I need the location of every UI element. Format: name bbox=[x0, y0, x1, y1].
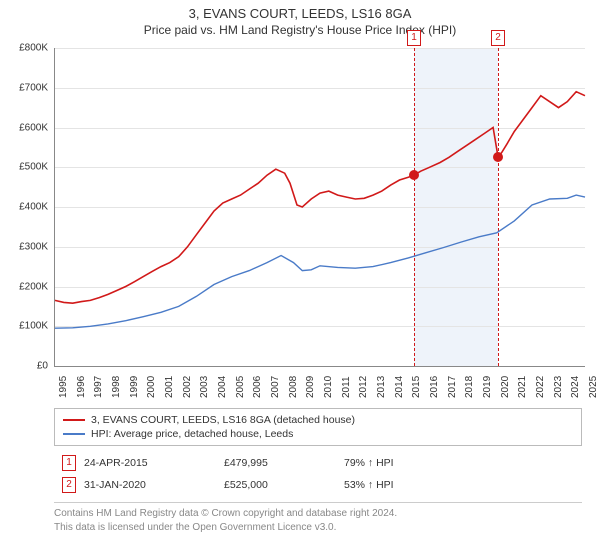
x-tick-label: 2001 bbox=[164, 376, 175, 398]
legend-item: 3, EVANS COURT, LEEDS, LS16 8GA (detache… bbox=[63, 413, 573, 427]
y-tick-label: £500K bbox=[0, 162, 48, 173]
x-tick-label: 2017 bbox=[447, 376, 458, 398]
x-tick-label: 2003 bbox=[199, 376, 210, 398]
y-tick-label: £300K bbox=[0, 241, 48, 252]
x-tick-label: 1996 bbox=[76, 376, 87, 398]
sale-row-flag: 1 bbox=[62, 455, 76, 471]
sales-table: 1 24-APR-2015£479,99579% ↑ HPI 2 31-JAN-202… bbox=[54, 452, 582, 496]
x-tick-label: 2006 bbox=[252, 376, 263, 398]
x-tick-label: 2007 bbox=[270, 376, 281, 398]
x-tick-label: 1998 bbox=[111, 376, 122, 398]
x-tick-label: 2020 bbox=[500, 376, 511, 398]
y-tick-label: £600K bbox=[0, 122, 48, 133]
footer-line-1: Contains HM Land Registry data © Crown c… bbox=[54, 507, 582, 521]
sale-date: 24-APR-2015 bbox=[84, 457, 224, 469]
x-tick-label: 2000 bbox=[146, 376, 157, 398]
x-tick-label: 1999 bbox=[129, 376, 140, 398]
y-tick-label: £200K bbox=[0, 281, 48, 292]
sale-price: £525,000 bbox=[224, 479, 344, 491]
sale-marker-dot bbox=[409, 170, 419, 180]
legend: 3, EVANS COURT, LEEDS, LS16 8GA (detache… bbox=[54, 408, 582, 446]
chart-subtitle: Price paid vs. HM Land Registry's House … bbox=[0, 21, 600, 41]
chart-title: 3, EVANS COURT, LEEDS, LS16 8GA bbox=[0, 0, 600, 21]
sale-row: 1 24-APR-2015£479,99579% ↑ HPI bbox=[54, 452, 582, 474]
x-tick-label: 2014 bbox=[394, 376, 405, 398]
sale-marker-dot bbox=[493, 152, 503, 162]
x-tick-label: 2015 bbox=[411, 376, 422, 398]
x-tick-label: 2008 bbox=[288, 376, 299, 398]
chart-container: 3, EVANS COURT, LEEDS, LS16 8GA Price pa… bbox=[0, 0, 600, 560]
x-tick-label: 2011 bbox=[341, 376, 352, 398]
sale-date: 31-JAN-2020 bbox=[84, 479, 224, 491]
y-tick-label: £400K bbox=[0, 202, 48, 213]
legend-item: HPI: Average price, detached house, Leed… bbox=[63, 427, 573, 441]
footer-line-2: This data is licensed under the Open Gov… bbox=[54, 521, 582, 535]
sale-vs-hpi: 79% ↑ HPI bbox=[344, 457, 464, 469]
legend-swatch bbox=[63, 433, 85, 435]
series-property bbox=[55, 92, 585, 304]
line-canvas bbox=[55, 48, 585, 366]
x-tick-label: 2016 bbox=[429, 376, 440, 398]
legend-label: HPI: Average price, detached house, Leed… bbox=[91, 428, 293, 440]
footer-attribution: Contains HM Land Registry data © Crown c… bbox=[54, 502, 582, 534]
sale-price: £479,995 bbox=[224, 457, 344, 469]
plot-area: 12 bbox=[54, 48, 585, 367]
sale-vs-hpi: 53% ↑ HPI bbox=[344, 479, 464, 491]
x-tick-label: 2024 bbox=[570, 376, 581, 398]
x-tick-label: 1995 bbox=[58, 376, 69, 398]
x-tick-label: 2009 bbox=[305, 376, 316, 398]
x-tick-label: 2010 bbox=[323, 376, 334, 398]
y-tick-label: £100K bbox=[0, 321, 48, 332]
sale-row-flag: 2 bbox=[62, 477, 76, 493]
x-tick-label: 1997 bbox=[93, 376, 104, 398]
series-hpi bbox=[55, 195, 585, 328]
y-tick-label: £700K bbox=[0, 82, 48, 93]
sale-flag: 2 bbox=[491, 30, 505, 46]
sale-row: 2 31-JAN-2020£525,00053% ↑ HPI bbox=[54, 474, 582, 496]
legend-label: 3, EVANS COURT, LEEDS, LS16 8GA (detache… bbox=[91, 414, 355, 426]
x-tick-label: 2005 bbox=[235, 376, 246, 398]
x-tick-label: 2013 bbox=[376, 376, 387, 398]
x-tick-label: 2012 bbox=[358, 376, 369, 398]
x-tick-label: 2022 bbox=[535, 376, 546, 398]
y-tick-label: £0 bbox=[0, 361, 48, 372]
x-tick-label: 2002 bbox=[182, 376, 193, 398]
x-tick-label: 2021 bbox=[517, 376, 528, 398]
y-tick-label: £800K bbox=[0, 43, 48, 54]
x-tick-label: 2023 bbox=[553, 376, 564, 398]
x-tick-label: 2004 bbox=[217, 376, 228, 398]
legend-swatch bbox=[63, 419, 85, 421]
x-tick-label: 2018 bbox=[464, 376, 475, 398]
sale-flag: 1 bbox=[407, 30, 421, 46]
x-tick-label: 2019 bbox=[482, 376, 493, 398]
x-tick-label: 2025 bbox=[588, 376, 599, 398]
